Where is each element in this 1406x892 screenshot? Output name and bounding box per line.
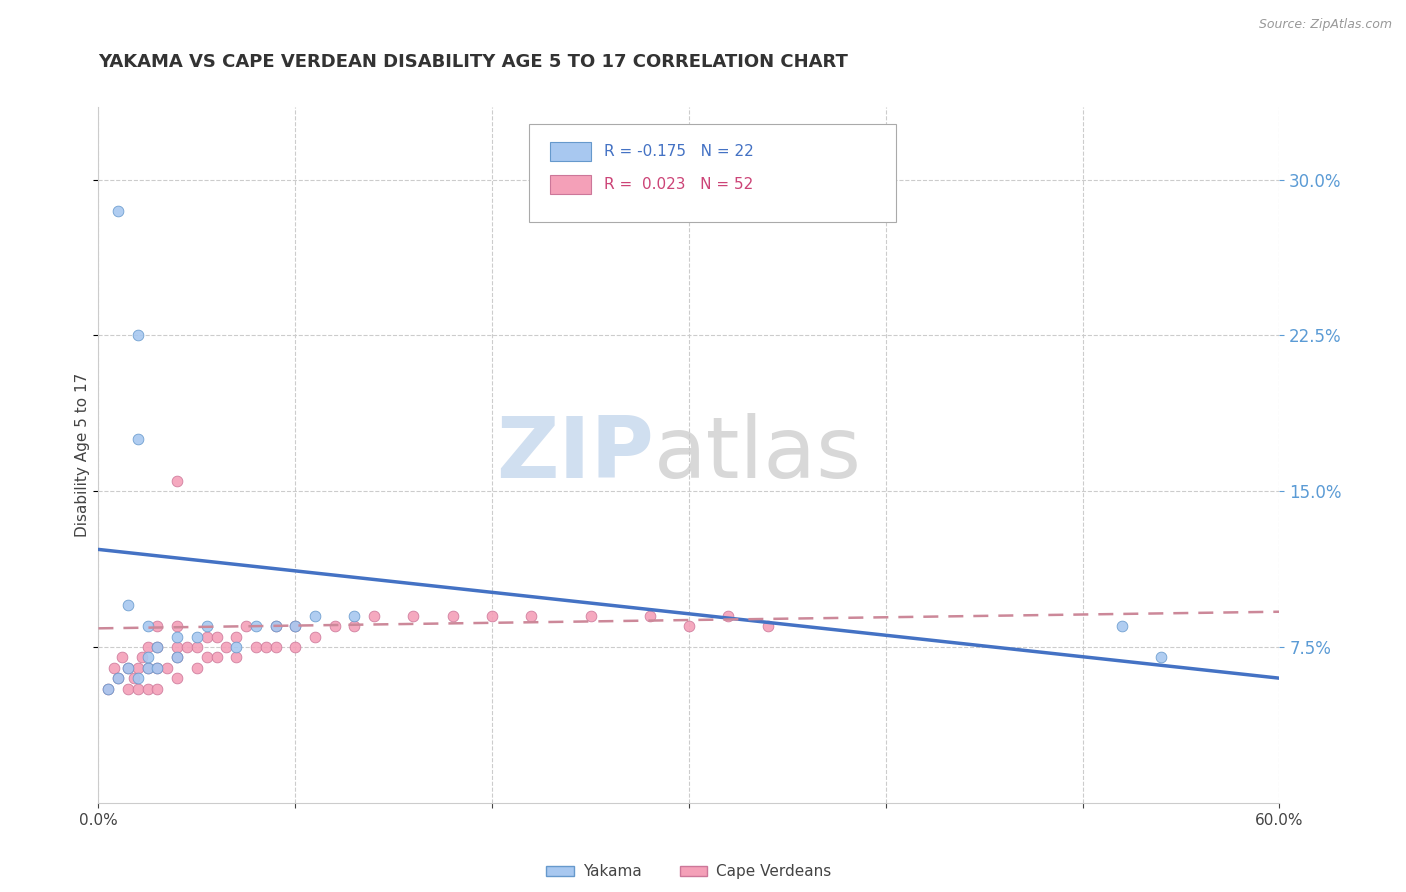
Point: [117, 661, 139, 675]
Point: [520, 608, 543, 623]
Point: [97, 681, 120, 696]
Point: [146, 640, 169, 654]
Point: [103, 661, 125, 675]
Point: [136, 619, 159, 633]
Text: R =  0.023   N = 52: R = 0.023 N = 52: [605, 177, 754, 192]
Text: Source: ZipAtlas.com: Source: ZipAtlas.com: [1258, 18, 1392, 31]
Point: [186, 640, 208, 654]
Point: [136, 650, 159, 665]
Point: [186, 630, 208, 644]
Point: [481, 608, 503, 623]
Point: [579, 608, 602, 623]
Point: [254, 640, 277, 654]
Point: [225, 640, 247, 654]
Point: [264, 640, 287, 654]
Point: [195, 630, 218, 644]
Point: [186, 661, 208, 675]
Point: [1111, 619, 1133, 633]
Point: [264, 619, 287, 633]
Point: [195, 650, 218, 665]
Point: [215, 640, 238, 654]
Point: [117, 661, 139, 675]
Point: [284, 619, 307, 633]
Point: [111, 650, 134, 665]
Point: [97, 681, 120, 696]
Point: [343, 608, 366, 623]
Point: [1150, 650, 1173, 665]
FancyBboxPatch shape: [530, 124, 896, 222]
FancyBboxPatch shape: [550, 142, 591, 161]
Point: [127, 671, 149, 685]
Point: [146, 681, 169, 696]
Point: [166, 619, 188, 633]
Point: [245, 619, 267, 633]
Point: [136, 681, 159, 696]
Point: [284, 640, 307, 654]
Point: [756, 619, 779, 633]
Point: [127, 681, 149, 696]
Legend: Yakama, Cape Verdeans: Yakama, Cape Verdeans: [540, 858, 838, 886]
Y-axis label: Disability Age 5 to 17: Disability Age 5 to 17: [75, 373, 90, 537]
Point: [146, 661, 169, 675]
Point: [638, 608, 661, 623]
Point: [678, 619, 700, 633]
Point: [122, 671, 145, 685]
Point: [235, 619, 257, 633]
Point: [176, 640, 198, 654]
Point: [166, 640, 188, 654]
Point: [441, 608, 464, 623]
Point: [136, 640, 159, 654]
Text: ZIP: ZIP: [496, 413, 654, 497]
Point: [402, 608, 425, 623]
FancyBboxPatch shape: [550, 175, 591, 194]
Point: [225, 650, 247, 665]
Point: [136, 661, 159, 675]
Point: [245, 640, 267, 654]
Point: [131, 650, 153, 665]
Point: [146, 640, 169, 654]
Point: [107, 671, 129, 685]
Point: [156, 661, 179, 675]
Point: [146, 619, 169, 633]
Point: [284, 619, 307, 633]
Point: [304, 608, 326, 623]
Point: [117, 681, 139, 696]
Point: [323, 619, 346, 633]
Text: atlas: atlas: [654, 413, 862, 497]
Point: [127, 433, 149, 447]
Point: [146, 661, 169, 675]
Point: [107, 203, 129, 218]
Point: [127, 328, 149, 343]
Point: [225, 630, 247, 644]
Point: [363, 608, 385, 623]
Point: [166, 630, 188, 644]
Text: R = -0.175   N = 22: R = -0.175 N = 22: [605, 145, 754, 159]
Point: [107, 671, 129, 685]
Point: [264, 619, 287, 633]
Point: [166, 650, 188, 665]
Point: [166, 671, 188, 685]
Point: [127, 661, 149, 675]
Point: [205, 650, 228, 665]
Text: YAKAMA VS CAPE VERDEAN DISABILITY AGE 5 TO 17 CORRELATION CHART: YAKAMA VS CAPE VERDEAN DISABILITY AGE 5 …: [98, 54, 848, 71]
Point: [166, 474, 188, 488]
Point: [136, 661, 159, 675]
Point: [304, 630, 326, 644]
Point: [205, 630, 228, 644]
Point: [717, 608, 740, 623]
Point: [195, 619, 218, 633]
Point: [166, 650, 188, 665]
Point: [343, 619, 366, 633]
Point: [117, 599, 139, 613]
